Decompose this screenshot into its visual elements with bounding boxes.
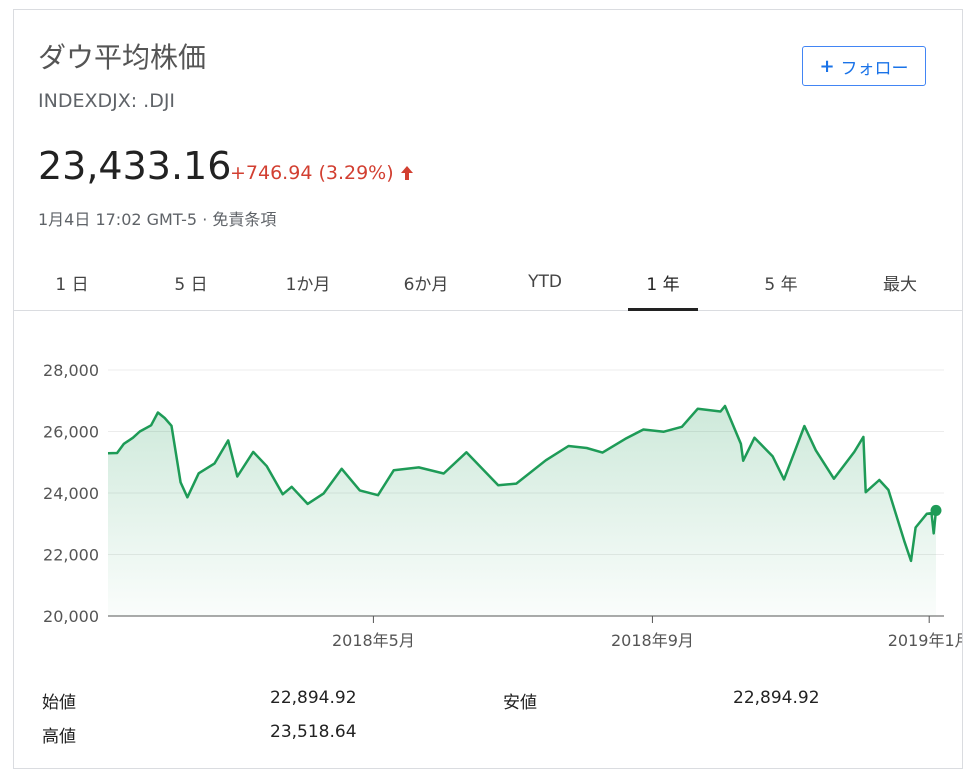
disclaimer-link[interactable]: 免責条項 bbox=[212, 210, 277, 229]
page-title: ダウ平均株価 bbox=[38, 41, 207, 74]
x-tick-label: 2019年1月 bbox=[888, 631, 962, 650]
current-price: 23,433.16 bbox=[38, 144, 232, 188]
tab-3[interactable]: 6か月 bbox=[403, 274, 449, 295]
stat-label: 高値 bbox=[42, 727, 76, 747]
y-tick-label: 24,000 bbox=[43, 484, 99, 503]
timestamp: 1月4日 17:02 GMT-5 · bbox=[38, 210, 213, 229]
plus-icon: + bbox=[819, 55, 835, 77]
y-tick-label: 22,000 bbox=[43, 546, 99, 565]
tab-2[interactable]: 1か月 bbox=[285, 274, 331, 295]
tab-4[interactable]: YTD bbox=[528, 272, 562, 292]
stat-label: 始値 bbox=[42, 693, 76, 713]
price-chart: 20,000 22,000 24,000 26,000 28,000 2018年5月 201… bbox=[43, 361, 962, 650]
x-tick-label: 2018年5月 bbox=[332, 631, 415, 650]
follow-label: フォロー bbox=[840, 58, 909, 79]
price-change-value: +746.94 (3.29%) bbox=[230, 162, 394, 184]
series-area bbox=[108, 406, 936, 616]
follow-button[interactable]: + フォロー bbox=[802, 46, 926, 86]
stock-card: ダウ平均株価 INDEXDJX: .DJI + フォロー 23,433.16 +… bbox=[13, 9, 963, 769]
y-tick-label: 28,000 bbox=[43, 361, 99, 380]
y-tick-label: 26,000 bbox=[43, 423, 99, 442]
x-tick-label: 2018年9月 bbox=[611, 631, 694, 650]
arrow-up-icon bbox=[400, 166, 413, 180]
stat-value: 22,894.92 bbox=[270, 688, 357, 708]
tab-7[interactable]: 最大 bbox=[883, 274, 917, 295]
range-tabs: 1 日 5 日 1か月 6か月 YTD 1 年 5 年 最大 bbox=[14, 254, 962, 311]
last-point-marker bbox=[930, 504, 942, 516]
tab-0[interactable]: 1 日 bbox=[55, 274, 89, 295]
ticker-symbol: INDEXDJX: .DJI bbox=[38, 90, 176, 112]
stat-label: 安値 bbox=[503, 693, 537, 713]
price-change: +746.94 (3.29%) bbox=[230, 162, 414, 184]
tab-5[interactable]: 1 年 bbox=[628, 254, 698, 311]
series-line bbox=[107, 404, 938, 563]
stat-value: 22,894.92 bbox=[733, 688, 820, 708]
tab-1[interactable]: 5 日 bbox=[174, 274, 208, 295]
quote-meta: 1月4日 17:02 GMT-5 · 免責条項 bbox=[38, 206, 276, 230]
y-tick-label: 20,000 bbox=[43, 607, 99, 626]
stat-value: 23,518.64 bbox=[270, 722, 357, 742]
tab-6[interactable]: 5 年 bbox=[764, 274, 798, 295]
